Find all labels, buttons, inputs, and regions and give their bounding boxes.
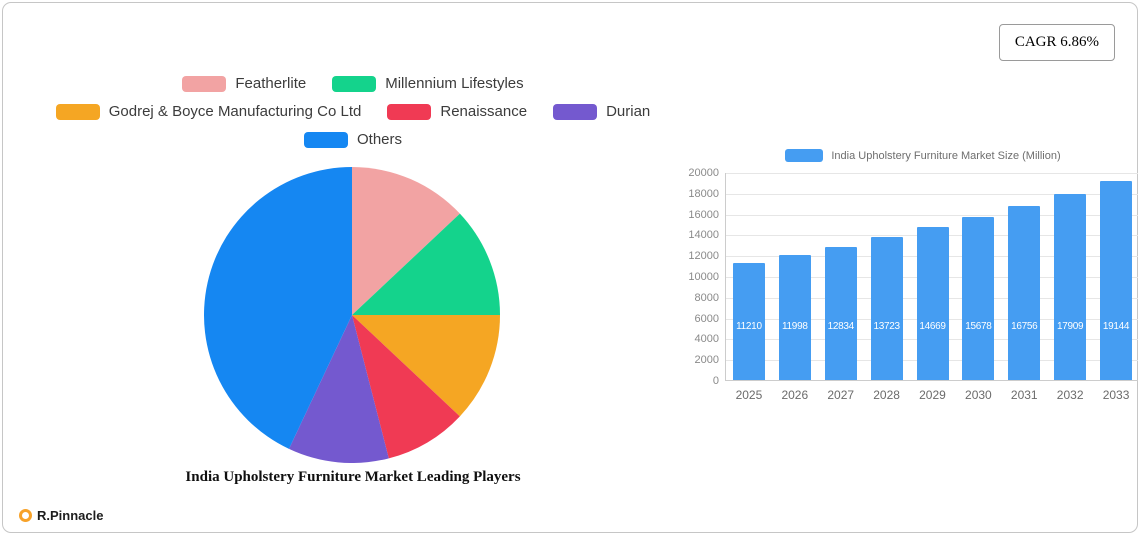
bar-value-label: 13723 [873,321,900,332]
bar-2032: 17909 [1054,193,1087,380]
cagr-badge: CAGR 6.86% [998,24,1115,61]
brand-logo: R.Pinnacle [19,508,103,523]
bar-2027: 12834 [824,246,857,380]
y-axis-label: 10000 [688,271,719,283]
legend-swatch-others [303,131,348,148]
bar-value-label: 11998 [782,321,808,332]
x-axis-label: 2027 [827,388,855,402]
y-axis-label: 2000 [694,354,719,367]
y-axis-label: 12000 [688,250,719,263]
y-axis-label: 18000 [688,187,719,200]
bar-legend-swatch [785,149,824,162]
pie-legend-row: Featherlite Millennium Lifestyles [3,75,703,92]
x-axis-label: 2031 [1010,388,1038,402]
legend-item-durian[interactable]: Durian [553,103,650,120]
bar-value-label: 19144 [1102,321,1130,332]
bar-2028: 13723 [870,237,903,380]
cagr-text: CAGR 6.86% [1014,34,1099,50]
legend-swatch-godrej-boyce-manufacturing-co-ltd [55,103,100,120]
bar-value-label: 17909 [1057,321,1084,332]
legend-swatch-featherlite [182,75,227,92]
x-axis-label: 2032 [1056,388,1084,402]
legend-item-others[interactable]: Others [303,131,402,148]
bar-2030: 15678 [962,216,995,380]
bar-chart: 0 2000 4000 6000 8000 10000 12000 14000 16000 180… [688,167,1138,402]
x-axis-label: 2029 [919,388,946,402]
brand-logo-icon [19,509,32,522]
bar-legend[interactable]: India Upholstery Furniture Market Size (… [703,149,1140,162]
y-axis-label: 6000 [694,312,719,325]
y-axis-label: 20000 [688,167,719,179]
pie-slice-others [204,167,352,449]
bar-value-label: 15678 [965,321,992,332]
legend-label: Millennium Lifestyles [385,75,524,92]
legend-swatch-durian [553,103,598,120]
bar-2029: 14669 [916,227,949,380]
y-axis-label: 14000 [688,229,719,242]
legend-label: Others [356,131,402,148]
bar-value-label: 16756 [1011,321,1038,332]
legend-swatch-millennium-lifestyles [332,75,377,92]
y-axis-label: 8000 [694,291,719,304]
pie-slice-featherlite [352,167,460,315]
pie-slice-godrej-boyce-manufacturing-co-ltd [352,315,500,417]
bar-legend-label: India Upholstery Furniture Market Size (… [831,149,1061,162]
bar-gridline [726,214,1138,216]
y-axis-label: 0 [712,375,719,387]
legend-item-millennium-lifestyles[interactable]: Millennium Lifestyles [332,75,524,92]
pie-title: India Upholstery Furniture Market Leadin… [185,469,521,485]
bar-2025: 11210 [732,263,765,380]
legend-item-godrej-boyce-manufacturing-co-ltd[interactable]: Godrej & Boyce Manufacturing Co Ltd [55,103,362,120]
pie-slice-durian [288,315,389,463]
pie-chart [204,167,500,463]
y-axis-label: 4000 [694,333,719,346]
bar-2033: 19144 [1100,180,1133,380]
pie-slice-millennium-lifestyles [352,213,500,315]
x-axis-label: 2030 [965,388,992,402]
legend-label: Godrej & Boyce Manufacturing Co Ltd [108,103,362,120]
bar-gridline [726,173,1138,174]
brand-name: R.Pinnacle [37,508,104,523]
pie-legend-row: Godrej & Boyce Manufacturing Co Ltd Renai… [3,103,703,120]
bar-value-label: 14669 [919,321,946,332]
bar-2026: 11998 [778,255,811,380]
legend-label: Renaissance [440,103,528,120]
x-axis-label: 2026 [781,388,809,402]
x-axis-label: 2033 [1102,388,1130,402]
x-axis-label: 2028 [873,388,900,402]
x-axis-label: 2025 [735,388,763,402]
pie-legend-row: Others [3,131,703,148]
pie-legend: Featherlite Millennium Lifestyles Godrej &… [3,75,703,159]
legend-item-renaissance[interactable]: Renaissance [387,103,527,120]
bar-2031: 16756 [1008,205,1041,380]
bar-value-label: 11210 [736,321,762,332]
y-axis-label: 16000 [688,208,719,221]
legend-label: Durian [606,103,651,120]
legend-item-featherlite[interactable]: Featherlite [182,75,306,92]
legend-swatch-renaissance [387,103,432,120]
bar-gridline [726,193,1138,195]
pie-slice-renaissance [352,315,460,459]
bar-value-label: 12834 [827,321,855,332]
legend-label: Featherlite [235,75,307,92]
